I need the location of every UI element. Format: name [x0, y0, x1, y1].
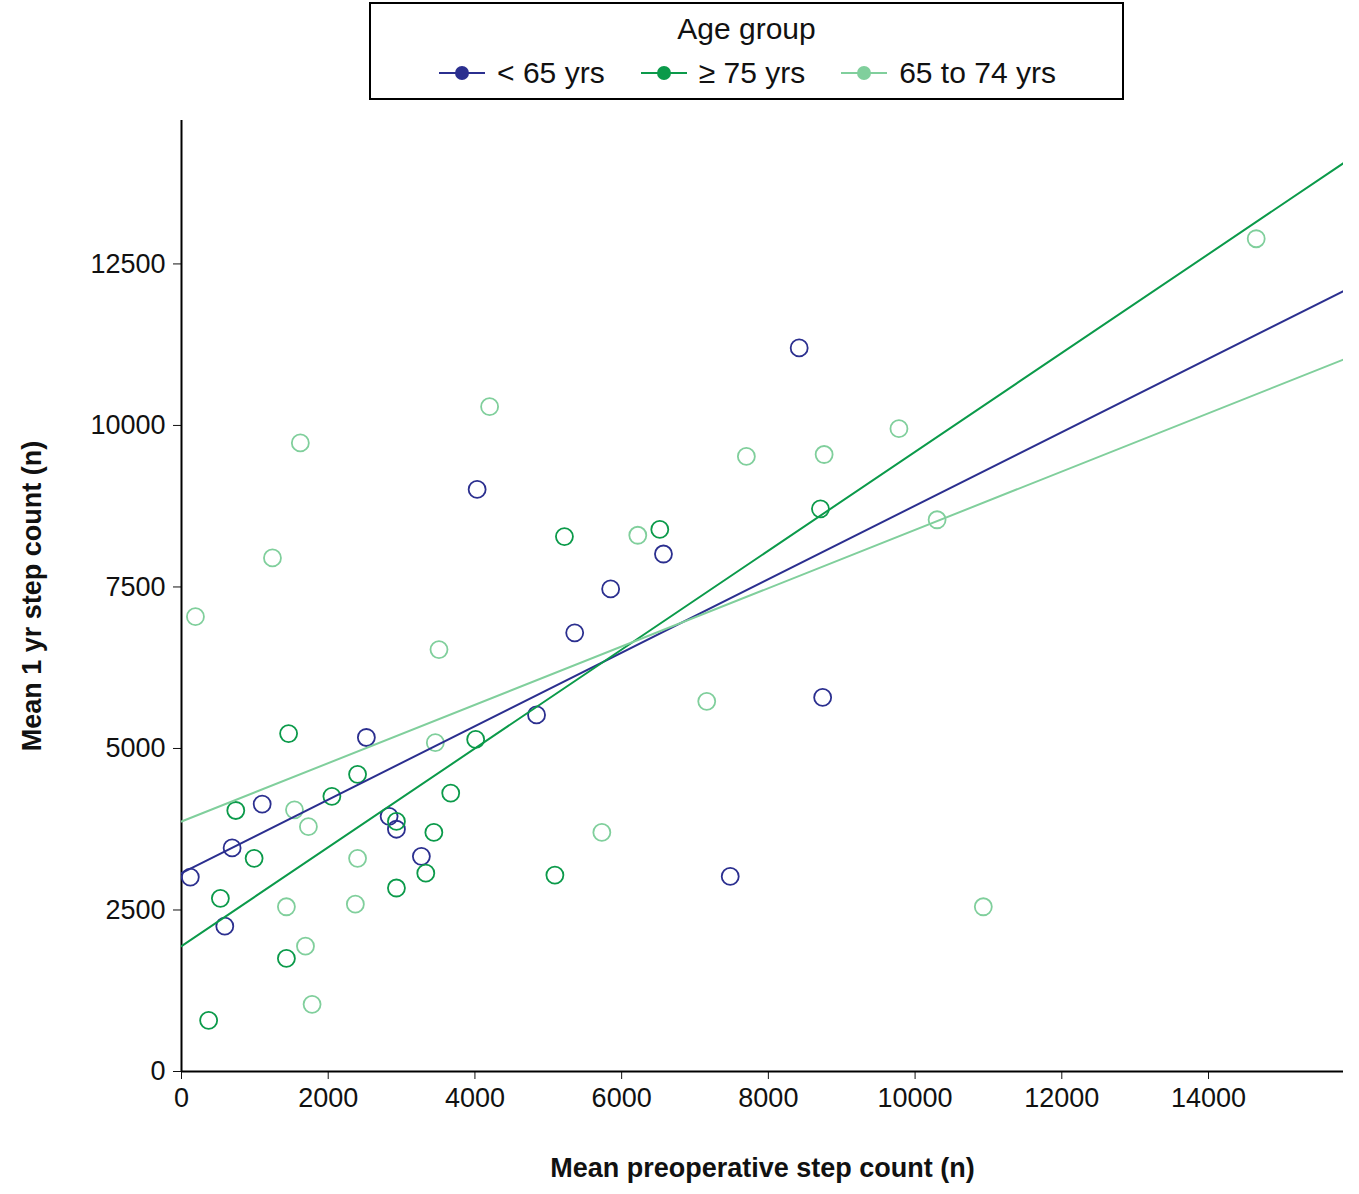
html-text:Age group: Age group — [677, 12, 816, 45]
svg-text:5000: 5000 — [105, 733, 165, 763]
svg-text:6000: 6000 — [592, 1083, 652, 1113]
svg-text:10000: 10000 — [878, 1083, 953, 1113]
svg-text:0: 0 — [150, 1056, 165, 1086]
svg-text:0: 0 — [174, 1083, 189, 1113]
svg-text:12000: 12000 — [1024, 1083, 1099, 1113]
svg-text:8000: 8000 — [738, 1083, 798, 1113]
svg-text:7500: 7500 — [105, 572, 165, 602]
svg-text:12500: 12500 — [90, 249, 165, 279]
svg-text:10000: 10000 — [90, 410, 165, 440]
svg-text:Mean preoperative step count (: Mean preoperative step count (n) — [550, 1153, 975, 1183]
svg-text:2000: 2000 — [298, 1083, 358, 1113]
html-text:≥ 75 yrs: ≥ 75 yrs — [698, 56, 806, 89]
html-text:< 65 yrs: < 65 yrs — [497, 56, 605, 89]
svg-text:Mean 1 yr step count (n): Mean 1 yr step count (n) — [17, 441, 47, 752]
svg-text:14000: 14000 — [1171, 1083, 1246, 1113]
html-text:65 to 74 yrs: 65 to 74 yrs — [899, 56, 1056, 89]
svg-text:2500: 2500 — [105, 895, 165, 925]
svg-text:4000: 4000 — [445, 1083, 505, 1113]
